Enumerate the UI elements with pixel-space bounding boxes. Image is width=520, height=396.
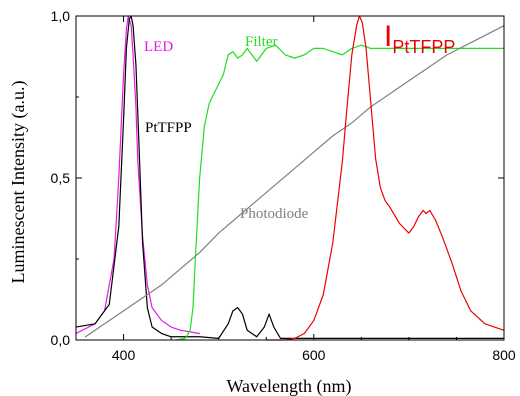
x-axis-title: Wavelength (nm) xyxy=(226,376,351,396)
led-label: LED xyxy=(144,39,173,55)
series-line-1 xyxy=(75,15,505,339)
x-tick-label: 400 xyxy=(112,347,136,363)
axes-layer: 400 600 800 0,0 0,5 1,0 xyxy=(51,8,516,363)
ipttfpp-main: I xyxy=(384,20,392,53)
pttfpp-label: PtTFPP xyxy=(145,120,192,136)
series-layer xyxy=(75,15,505,341)
series-line-0 xyxy=(75,15,201,335)
y-tick-label: 0,5 xyxy=(51,170,71,186)
filter-label: Filter xyxy=(245,34,278,50)
ipttfpp-sub: PtTFPP xyxy=(392,37,455,57)
y-axis-title: Luminescent Intensity (a.u.) xyxy=(8,81,29,284)
y-tick-label: 0,0 xyxy=(51,332,71,348)
ipttfpp-label: IPtTFPP xyxy=(384,20,455,57)
y-tick-label: 1,0 xyxy=(51,8,71,24)
x-tick-label: 800 xyxy=(492,347,516,363)
x-tick-label: 600 xyxy=(302,347,326,363)
photodiode-label: Photodiode xyxy=(240,206,309,222)
series-line-2 xyxy=(175,44,505,341)
series-line-3 xyxy=(84,25,505,338)
series-line-4 xyxy=(265,15,505,341)
